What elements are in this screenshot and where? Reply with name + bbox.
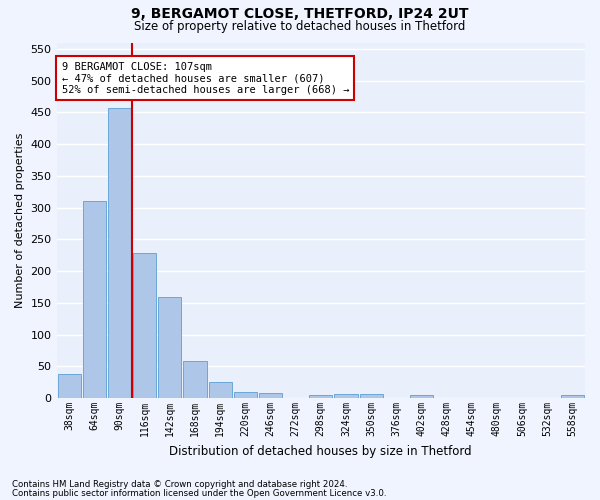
Bar xyxy=(108,108,131,398)
Y-axis label: Number of detached properties: Number of detached properties xyxy=(15,132,25,308)
Bar xyxy=(259,393,282,398)
Bar xyxy=(158,296,181,398)
Bar xyxy=(334,394,358,398)
Bar xyxy=(234,392,257,398)
Text: Contains public sector information licensed under the Open Government Licence v3: Contains public sector information licen… xyxy=(12,488,386,498)
Text: Contains HM Land Registry data © Crown copyright and database right 2024.: Contains HM Land Registry data © Crown c… xyxy=(12,480,347,489)
Bar xyxy=(309,395,332,398)
Bar xyxy=(133,254,156,398)
Text: Size of property relative to detached houses in Thetford: Size of property relative to detached ho… xyxy=(134,20,466,33)
Bar xyxy=(561,395,584,398)
Bar xyxy=(359,394,383,398)
Text: 9, BERGAMOT CLOSE, THETFORD, IP24 2UT: 9, BERGAMOT CLOSE, THETFORD, IP24 2UT xyxy=(131,8,469,22)
Bar xyxy=(410,395,433,398)
Text: 9 BERGAMOT CLOSE: 107sqm
← 47% of detached houses are smaller (607)
52% of semi-: 9 BERGAMOT CLOSE: 107sqm ← 47% of detach… xyxy=(62,62,349,95)
Bar xyxy=(58,374,80,398)
X-axis label: Distribution of detached houses by size in Thetford: Distribution of detached houses by size … xyxy=(169,444,472,458)
Bar xyxy=(209,382,232,398)
Bar xyxy=(83,202,106,398)
Bar xyxy=(184,362,206,398)
